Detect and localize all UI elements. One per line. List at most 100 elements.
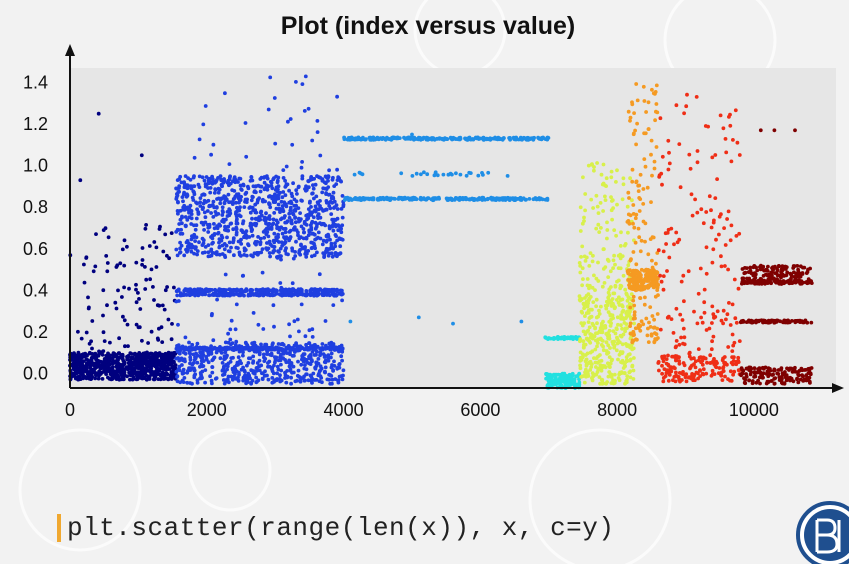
data-point (210, 236, 215, 241)
data-point (306, 106, 311, 111)
data-point (626, 190, 631, 195)
data-point (134, 287, 138, 292)
data-point (219, 347, 224, 352)
data-point (138, 307, 143, 311)
data-point (248, 376, 252, 381)
data-point (152, 298, 156, 302)
data-point (131, 355, 135, 360)
data-point (736, 368, 741, 373)
data-point (207, 225, 212, 229)
data-point (642, 302, 647, 307)
data-point (304, 289, 309, 293)
data-point (329, 212, 334, 217)
data-point (166, 367, 171, 371)
data-point (299, 217, 303, 222)
data-point (287, 360, 292, 365)
data-point (590, 162, 594, 167)
data-point (316, 230, 321, 235)
data-point (623, 329, 627, 334)
data-point (628, 213, 633, 218)
data-point (654, 102, 659, 106)
data-point (283, 193, 288, 198)
data-point (227, 240, 232, 245)
data-point (242, 205, 247, 210)
data-point (217, 240, 221, 245)
data-point (291, 212, 296, 217)
data-point (166, 361, 171, 366)
data-point (218, 356, 223, 361)
data-point (234, 339, 239, 344)
data-point (649, 138, 654, 143)
data-point (669, 317, 674, 321)
data-point (202, 347, 207, 351)
data-point (292, 203, 297, 208)
data-point (635, 121, 639, 126)
data-point (315, 130, 320, 135)
data-point (236, 180, 240, 184)
data-point (264, 221, 268, 226)
data-point (613, 284, 618, 289)
data-point (188, 177, 193, 182)
data-point (287, 211, 292, 216)
data-point (636, 226, 641, 231)
data-point (298, 248, 302, 252)
data-point (324, 239, 329, 244)
data-point (264, 183, 269, 188)
data-point (155, 336, 160, 341)
data-point (213, 180, 217, 185)
data-point (584, 255, 589, 260)
data-point (704, 271, 709, 276)
data-point (296, 219, 301, 224)
data-point (188, 287, 193, 291)
data-point (272, 231, 277, 236)
data-point (87, 305, 91, 310)
data-point (651, 282, 656, 286)
data-point (183, 335, 188, 340)
data-point (243, 288, 248, 293)
data-point (293, 220, 298, 225)
data-point (678, 312, 683, 317)
data-point (579, 297, 584, 301)
data-point (628, 357, 633, 362)
data-point (248, 210, 253, 215)
data-point (101, 362, 106, 366)
data-point (177, 368, 182, 373)
data-point (216, 212, 221, 216)
data-point (626, 295, 631, 300)
data-point (732, 355, 736, 360)
data-point (213, 376, 218, 381)
data-point (700, 371, 705, 376)
data-point (677, 142, 682, 147)
data-point (237, 370, 241, 375)
data-point (293, 215, 297, 220)
data-point (214, 289, 219, 293)
data-point (666, 167, 671, 172)
data-point (723, 137, 728, 141)
data-point (144, 223, 149, 227)
data-point (626, 230, 630, 235)
data-point (84, 256, 89, 260)
data-point (174, 197, 179, 201)
data-point (261, 352, 266, 357)
data-point (276, 202, 281, 207)
data-point (187, 340, 191, 345)
data-point (268, 293, 272, 298)
data-point (306, 233, 311, 238)
data-point (731, 372, 735, 377)
data-point (330, 377, 335, 382)
data-point (337, 374, 342, 379)
data-point (681, 370, 685, 374)
data-point (710, 260, 715, 265)
data-point (682, 335, 687, 340)
data-point (228, 174, 233, 179)
data-point (211, 142, 216, 147)
data-point (321, 186, 326, 191)
data-point (274, 235, 279, 240)
data-point (239, 288, 244, 293)
data-point (200, 289, 205, 294)
data-point (318, 353, 322, 358)
data-point (701, 221, 706, 226)
data-point (687, 354, 692, 359)
data-point (595, 204, 600, 209)
data-point (278, 346, 282, 351)
